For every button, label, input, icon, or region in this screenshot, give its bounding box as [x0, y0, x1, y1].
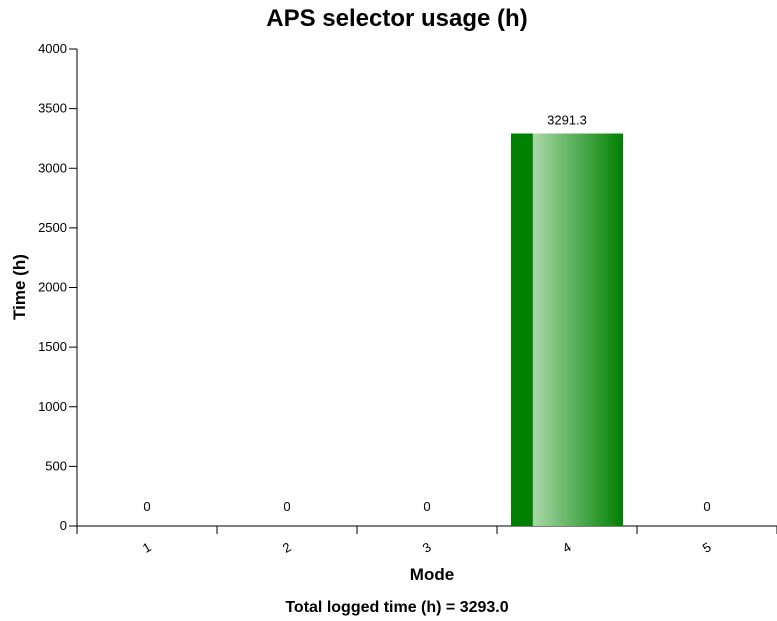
total-logged-time: Total logged time (h) = 3293.0	[285, 599, 508, 616]
y-tick-label: 1000	[38, 399, 67, 414]
y-axis-label: Time (h)	[10, 254, 29, 320]
y-tick-label: 2000	[38, 280, 67, 295]
x-tick-label: 2	[280, 539, 294, 556]
y-tick-label: 3500	[38, 101, 67, 116]
x-tick-label: 5	[700, 539, 714, 556]
x-tick-label: 3	[420, 539, 434, 556]
x-axis-label: Mode	[410, 565, 454, 584]
y-tick-label: 3000	[38, 160, 67, 175]
y-tick-label: 4000	[38, 41, 67, 56]
y-tick-label: 2500	[38, 220, 67, 235]
bar	[511, 133, 623, 526]
bar-value-label: 0	[283, 499, 290, 514]
y-tick-label: 500	[45, 458, 67, 473]
bar-value-label: 0	[703, 499, 710, 514]
y-tick-label: 0	[60, 518, 67, 533]
bar-value-label: 0	[423, 499, 430, 514]
bar-value-label: 0	[143, 499, 150, 514]
x-tick-label: 1	[140, 539, 154, 556]
bar-value-label: 3291.3	[547, 113, 587, 128]
x-tick-label: 4	[560, 539, 574, 556]
chart-title: APS selector usage (h)	[266, 5, 527, 32]
y-tick-label: 1500	[38, 339, 67, 354]
